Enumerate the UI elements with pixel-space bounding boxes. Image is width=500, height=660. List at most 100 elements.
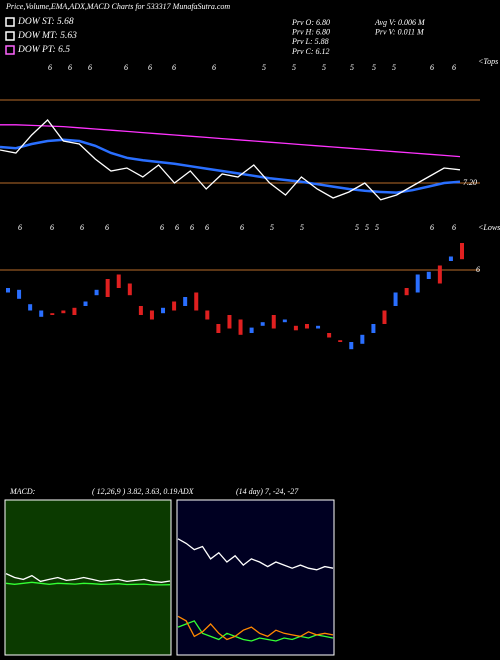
- prev-label: Prv H: 6.80: [291, 28, 330, 37]
- series-line: [177, 615, 334, 641]
- price-digit: 6: [18, 223, 22, 232]
- candle-body: [293, 325, 298, 331]
- candle-body: [149, 310, 154, 320]
- panel-subtitle: ( 12,26,9 ) 3.82, 3.63, 0.19: [92, 487, 177, 496]
- candle-body: [194, 292, 199, 311]
- candle-body: [138, 306, 143, 315]
- prev-label: Prv C: 6.12: [291, 47, 330, 56]
- candle-body: [382, 310, 387, 324]
- price-digit: 6: [172, 63, 176, 72]
- candle-body: [404, 288, 409, 296]
- candle-body: [460, 243, 464, 260]
- candle-body: [28, 304, 33, 311]
- price-digit: 5: [392, 63, 396, 72]
- price-digit: 5: [350, 63, 354, 72]
- candle-body: [448, 256, 453, 261]
- price-digit: 6: [430, 63, 434, 72]
- marker-label: <Lows: [478, 223, 500, 232]
- candle-body: [304, 324, 309, 329]
- candle-body: [183, 297, 188, 306]
- candle-body: [205, 310, 210, 320]
- candle-body: [260, 322, 265, 326]
- candle-body: [415, 274, 420, 293]
- legend-swatch: [5, 31, 15, 41]
- dow-label: DOW ST: 5.68: [17, 17, 74, 27]
- price-digit: 5: [300, 223, 304, 232]
- price-digit: 6: [175, 223, 179, 232]
- legend-swatch: [5, 45, 15, 55]
- panel-subtitle: (14 day) 7, -24, -27: [236, 487, 299, 496]
- price-digit: 6: [105, 223, 109, 232]
- price-digit: 6: [452, 223, 456, 232]
- price-digit: 6: [80, 223, 84, 232]
- price-digit: 6: [430, 223, 434, 232]
- candle-body: [127, 283, 132, 296]
- candle-body: [271, 315, 276, 329]
- price-digit: 6: [68, 63, 72, 72]
- price-digit: 6: [148, 63, 152, 72]
- price-digit: 5: [262, 63, 266, 72]
- candle-body: [17, 289, 22, 299]
- candle-body: [371, 324, 376, 333]
- price-digit: 5: [270, 223, 274, 232]
- panel-background: [176, 499, 335, 656]
- prev-label: Prv O: 6.80: [291, 18, 330, 27]
- candle-body: [50, 313, 55, 315]
- panel-background: [4, 499, 172, 656]
- series-line: [0, 119, 461, 201]
- price-digit: 5: [292, 63, 296, 72]
- marker-label: <Tops: [478, 57, 498, 66]
- candle-body: [227, 315, 232, 329]
- dow-label: DOW PT: 6.5: [17, 45, 70, 55]
- candle-body: [216, 324, 221, 333]
- price-digit: 5: [372, 63, 376, 72]
- candle-body: [172, 301, 177, 311]
- candle-body: [61, 310, 66, 314]
- dow-label: DOW MT: 5.63: [17, 31, 77, 41]
- price-digit: 6: [160, 223, 164, 232]
- volume-label: Avg V: 0.006 M: [374, 18, 426, 27]
- price-digit: 6: [48, 63, 52, 72]
- candle-body: [393, 292, 398, 306]
- panel-title: MACD:: [9, 487, 36, 496]
- price-digit: 5: [322, 63, 326, 72]
- candle-body: [327, 333, 332, 338]
- legend-swatch: [5, 17, 15, 27]
- candle-body: [83, 301, 88, 306]
- candle-body: [238, 319, 243, 335]
- series-line: [0, 138, 461, 194]
- series-line: [0, 124, 461, 158]
- volume-label: Prv V: 0.011 M: [374, 28, 425, 37]
- candle-body: [349, 342, 354, 350]
- candle-body: [161, 307, 166, 314]
- reference-label: 7.20: [463, 178, 477, 187]
- candle-body: [338, 340, 343, 342]
- price-digit: 5: [365, 223, 369, 232]
- reference-label: 6: [476, 265, 480, 274]
- series-line: [177, 538, 334, 571]
- series-line: [5, 573, 171, 583]
- price-digit: 6: [212, 63, 216, 72]
- candle-body: [426, 271, 431, 279]
- series-line: [177, 620, 334, 642]
- price-digit: 6: [452, 63, 456, 72]
- price-digit: 5: [355, 223, 359, 232]
- prev-label: Prv L: 5.88: [291, 37, 329, 46]
- candle-body: [6, 288, 10, 293]
- price-digit: 6: [88, 63, 92, 72]
- chart-title: Price,Volume,EMA,ADX,MACD Charts for 533…: [5, 2, 230, 11]
- candle-body: [116, 274, 121, 288]
- candle-body: [360, 334, 365, 344]
- candle-body: [72, 307, 77, 315]
- candle-body: [39, 310, 44, 317]
- price-digit: 6: [190, 223, 194, 232]
- panel-title: ADX: [177, 487, 195, 496]
- price-digit: 5: [375, 223, 379, 232]
- candle-body: [316, 325, 321, 329]
- candle-body: [282, 319, 287, 323]
- series-line: [5, 581, 171, 586]
- candle-body: [437, 265, 442, 284]
- candle-body: [249, 327, 254, 333]
